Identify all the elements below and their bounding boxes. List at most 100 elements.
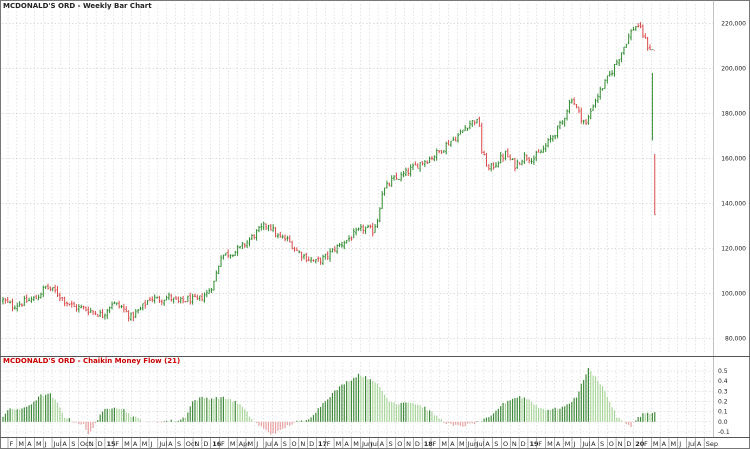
price-bar-up — [77, 304, 80, 313]
price-bar-down — [47, 283, 50, 290]
x-axis-tick-label: 20 — [635, 440, 645, 448]
x-axis-tick-label: D — [521, 440, 526, 448]
x-axis-tick-label: Jun — [361, 440, 372, 448]
price-bar-up — [523, 152, 526, 164]
price-bar-up — [163, 299, 166, 306]
price-bar-up — [210, 288, 213, 293]
price-bar-up — [212, 280, 215, 291]
price-bar-up — [215, 270, 218, 282]
x-axis-tick-label: M — [230, 440, 236, 448]
price-bar-up — [203, 292, 206, 303]
price-bar-up — [400, 171, 403, 182]
price-bar-down — [649, 44, 652, 50]
price-bar-down — [11, 298, 14, 312]
price-bar-down — [326, 251, 329, 260]
x-axis-tick-label: J — [255, 440, 258, 448]
price-bar-down — [440, 149, 443, 154]
x-axis-tick-label: S — [71, 440, 75, 448]
price-bar-down — [483, 150, 486, 156]
price-bar-down — [537, 149, 540, 153]
price-bar-down — [127, 310, 130, 322]
price-bar-down — [96, 314, 99, 317]
price-y-tick-label: 220,000 — [721, 20, 746, 27]
price-bar-down — [407, 167, 410, 177]
x-axis-tick-label: M — [547, 440, 553, 448]
price-bar-up — [276, 233, 279, 239]
price-bar-up — [37, 294, 40, 301]
x-axis-tick-label: N — [512, 440, 517, 448]
x-axis-tick-label: N — [618, 440, 623, 448]
price-bar-up — [464, 125, 467, 132]
price-bar-down — [447, 139, 450, 146]
price-bar-down — [300, 251, 303, 261]
price-bar-up — [141, 303, 144, 311]
price-bar-up — [267, 224, 270, 232]
x-axis-tick-label: Jul — [476, 440, 485, 448]
price-bar-up — [324, 254, 327, 260]
price-bar-up — [120, 305, 123, 309]
x-axis-tick-label: N — [89, 440, 94, 448]
price-bar-up — [558, 120, 561, 130]
x-axis-tick-label: A — [274, 440, 279, 448]
x-axis-tick-label: F — [10, 440, 14, 448]
price-bar-up — [179, 296, 182, 304]
x-axis-tick-label: S — [283, 440, 287, 448]
x-axis-tick-label: M — [124, 440, 130, 448]
x-axis-tick-label: N — [195, 440, 200, 448]
price-bar-up — [651, 49, 654, 141]
price-bar-down — [492, 162, 495, 170]
price-bar-up — [239, 246, 241, 249]
price-bar-up — [499, 152, 502, 164]
x-axis-tick-label: A — [485, 440, 490, 448]
x-axis-tick-label: O — [609, 440, 614, 448]
price-bar-down — [416, 163, 419, 169]
indicator-y-axis: -0.1 0.0 0.1 0.2 0.3 0.4 0.5 — [718, 368, 730, 436]
price-bar-down — [480, 122, 483, 154]
price-bar-down — [122, 303, 125, 313]
price-bar-up — [603, 79, 606, 90]
price-bar-up — [272, 224, 275, 232]
price-bar-down — [148, 296, 151, 302]
price-bar-up — [103, 313, 106, 320]
price-bar-down — [295, 247, 298, 252]
price-bar-down — [94, 310, 97, 316]
price-bar-up — [224, 252, 227, 256]
x-axis-tick-label: N — [406, 440, 411, 448]
price-bar-down — [513, 158, 516, 172]
price-bar-up — [468, 120, 471, 130]
price-bar-up — [2, 297, 4, 305]
price-bar-up — [229, 254, 232, 259]
price-bar-down — [54, 284, 57, 293]
price-bar-up — [172, 297, 175, 304]
x-axis-tick-label: M — [653, 440, 659, 448]
x-axis-tick-label: M — [336, 440, 342, 448]
price-bar-up — [618, 59, 621, 67]
price-bar-up — [44, 285, 47, 289]
price-bar-up — [397, 179, 400, 181]
price-bar-up — [587, 114, 590, 125]
price-bar-up — [627, 33, 630, 45]
price-bar-up — [28, 297, 31, 302]
price-bar-down — [414, 161, 417, 166]
x-axis-tick-label: F — [538, 440, 542, 448]
x-axis-tick-label: J — [150, 440, 153, 448]
price-bar-down — [201, 293, 204, 302]
x-axis-tick-label: A — [344, 440, 349, 448]
price-bar-down — [253, 234, 256, 240]
price-bar-up — [146, 300, 149, 305]
price-bar-up — [390, 175, 393, 187]
price-bar-down — [158, 295, 161, 303]
x-axis-tick-label: A — [133, 440, 138, 448]
price-bar-up — [108, 306, 111, 314]
price-bar-up — [599, 86, 602, 100]
x-axis-tick-label: M — [565, 440, 571, 448]
x-axis-tick-label: Jul — [264, 440, 273, 448]
price-bar-down — [20, 303, 23, 307]
price-bar-up — [521, 159, 524, 166]
price-bar-up — [246, 240, 249, 248]
price-bar-up — [139, 306, 142, 311]
indicator-y-tick-label: 0.2 — [718, 399, 728, 406]
price-bar-up — [383, 187, 386, 196]
price-y-tick-label: 100,000 — [721, 291, 746, 298]
price-bar-up — [539, 149, 542, 154]
